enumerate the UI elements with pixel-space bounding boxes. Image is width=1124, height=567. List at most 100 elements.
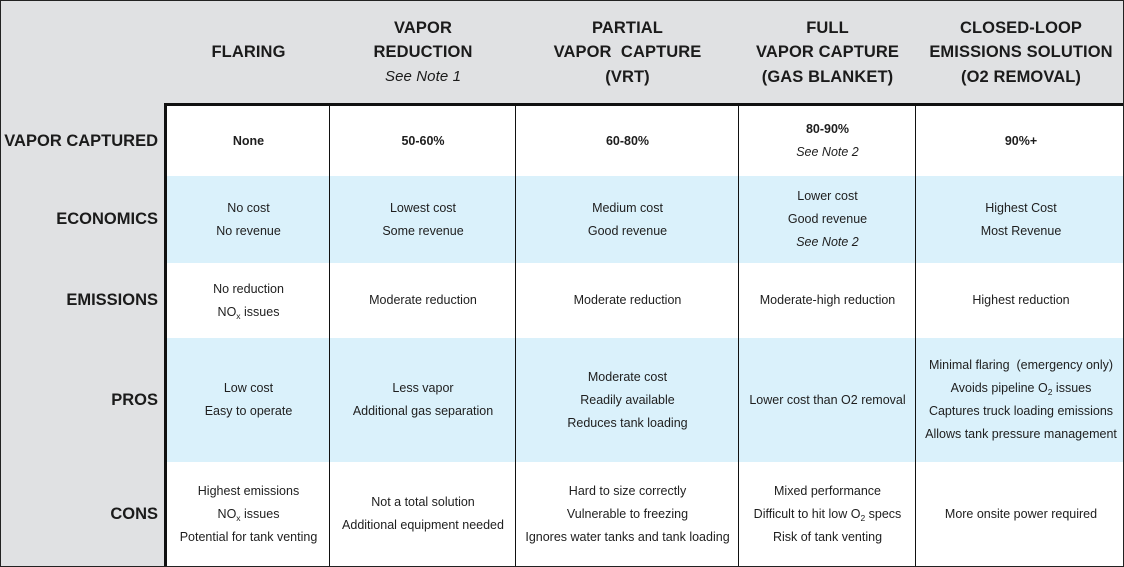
- cell-line: Mixed performance: [774, 480, 881, 503]
- cell-text: See Note 2: [796, 145, 859, 159]
- cell-line: Good revenue: [788, 208, 867, 231]
- cell-text: Vulnerable to freezing: [566, 506, 689, 521]
- subscript: 2: [860, 512, 866, 523]
- cell-text: Medium cost: [592, 200, 663, 215]
- cell-line: Good revenue: [588, 220, 667, 243]
- cell-line: Most Revenue: [981, 220, 1062, 243]
- column-header-vapor-reduction: VAPOR REDUCTION See Note 1: [330, 1, 516, 104]
- cell-line: NOx issues: [218, 503, 280, 526]
- cell-line: Readily available: [580, 389, 675, 412]
- table-cell-closed-loop: Minimal flaring (emergency only) Avoids p…: [916, 338, 1124, 462]
- row-label-pros: PROS: [111, 390, 158, 409]
- cell-line: Lowest cost: [390, 197, 456, 220]
- table-cell-partial-vapor-capture: Moderate cost Readily available Reduces ta…: [516, 338, 739, 462]
- cell-line: Avoids pipeline O2 issues: [951, 377, 1092, 400]
- cell-text: Low cost: [223, 381, 274, 395]
- cell-line: Less vapor: [392, 377, 453, 400]
- table-cell-vapor-reduction: Not a total solution Additional equipment…: [330, 462, 516, 566]
- row-label-emissions: EMISSIONS: [66, 291, 158, 309]
- cell-text: Avoids pipeline O: [950, 381, 1048, 395]
- cell-line: Some revenue: [382, 220, 463, 243]
- cell-line: Minimal flaring (emergency only): [929, 354, 1113, 377]
- column-header-full-vapor-capture: FULL VAPOR CAPTURE (GAS BLANKET): [739, 1, 916, 104]
- cell-line: Lower cost than O2 removal: [749, 389, 905, 412]
- cell-line: Vulnerable to freezing: [567, 503, 688, 526]
- column-header-line: (O2 REMOVAL): [960, 67, 1082, 86]
- table-cell-closed-loop: Highest reduction: [916, 263, 1124, 338]
- table-cell-flaring: No reduction NOx issues: [167, 263, 330, 338]
- subscript: x: [236, 310, 241, 321]
- table-body: None 50-60% 60-80% 80-90% See Note 2 90%+ No c…: [164, 103, 1123, 566]
- cell-line: Potential for tank venting: [180, 526, 318, 549]
- column-header-line: VAPOR: [394, 18, 452, 37]
- cell-line: 80-90%: [806, 118, 849, 141]
- cell-text: Mixed performance: [774, 483, 881, 498]
- cell-text: Moderate reduction: [369, 293, 477, 307]
- cell-text: Additional gas separation: [352, 404, 494, 418]
- row-label-economics: ECONOMICS: [56, 210, 158, 228]
- cell-line: Captures truck loading emissions: [929, 400, 1113, 423]
- cell-line: Highest Cost: [985, 197, 1057, 220]
- cell-text: Lower cost than O2 removal: [749, 392, 906, 407]
- cell-text: Lower cost: [797, 189, 858, 203]
- cell-line: Not a total solution: [371, 491, 475, 514]
- cell-line: Hard to size correctly: [569, 480, 686, 503]
- cell-line: Difficult to hit low O2 specs: [754, 503, 902, 526]
- cell-line: Moderate cost: [588, 366, 667, 389]
- cell-line: Highest emissions: [198, 480, 299, 503]
- table-row: Highest emissions NOx issues Potential for…: [167, 462, 1123, 566]
- cell-line: Lower cost: [797, 185, 857, 208]
- cell-text: Some revenue: [382, 223, 464, 238]
- table-cell-flaring: None: [167, 106, 330, 176]
- subscript: 2: [1047, 387, 1053, 397]
- column-header-line: FLARING: [211, 43, 286, 62]
- cell-line: NOx issues: [218, 301, 280, 324]
- cell-text: 80-90%: [805, 122, 850, 136]
- table-cell-flaring: Highest emissions NOx issues Potential for…: [167, 462, 330, 566]
- cell-text: 90%+: [1004, 133, 1038, 148]
- table-cell-closed-loop: 90%+: [916, 106, 1124, 176]
- table-cell-full-vapor-capture: Lower cost than O2 removal: [739, 338, 916, 462]
- cell-text: Potential for tank venting: [179, 529, 318, 544]
- cell-text: No revenue: [216, 223, 281, 238]
- cell-text: Easy to operate: [204, 404, 293, 418]
- cell-line: No reduction: [213, 278, 284, 301]
- column-header-closed-loop: CLOSED-LOOP EMISSIONS SOLUTION (O2 REMOVAL…: [916, 1, 1124, 104]
- table-cell-vapor-reduction: Moderate reduction: [330, 263, 516, 338]
- cell-text: 50-60%: [401, 133, 445, 148]
- cell-line: Medium cost: [592, 197, 663, 220]
- table-cell-partial-vapor-capture: Moderate reduction: [516, 263, 739, 338]
- cell-line: Highest reduction: [972, 289, 1069, 312]
- table-cell-full-vapor-capture: Mixed performance Difficult to hit low O2…: [739, 462, 916, 566]
- table-cell-partial-vapor-capture: Hard to size correctly Vulnerable to free…: [516, 462, 739, 566]
- cell-text: specs: [865, 506, 902, 521]
- cell-text: Less vapor: [392, 381, 454, 395]
- cell-line: Additional equipment needed: [342, 514, 504, 537]
- column-divider: [329, 106, 330, 566]
- cell-text: Difficult to hit low O: [753, 506, 861, 521]
- column-header-line: (GAS BLANKET): [761, 67, 894, 86]
- column-header-flaring: FLARING: [167, 1, 330, 104]
- table-row: None 50-60% 60-80% 80-90% See Note 2 90%+: [167, 106, 1123, 176]
- cell-text: Moderate cost: [587, 369, 668, 384]
- cell-text: Allows tank pressure management: [925, 427, 1117, 441]
- column-header-note: See Note 1: [384, 67, 462, 85]
- column-header-row: FLARING VAPOR REDUCTION See Note 1 PARTIAL VA…: [1, 1, 1123, 104]
- column-divider: [915, 106, 916, 566]
- cell-text: Highest emissions: [197, 483, 300, 498]
- cell-line: Allows tank pressure management: [925, 423, 1117, 446]
- cell-line: See Note 2: [796, 231, 859, 254]
- column-header-line: VAPOR CAPTURE: [553, 43, 702, 62]
- cell-text: More onsite power required: [944, 506, 1098, 521]
- cell-line: No revenue: [216, 220, 281, 243]
- cell-text: Minimal flaring (emergency only): [928, 358, 1114, 372]
- column-header-line: (VRT): [605, 67, 650, 86]
- cell-line: Easy to operate: [205, 400, 293, 423]
- cell-text: Good revenue: [787, 212, 868, 226]
- table-cell-flaring: Low cost Easy to operate: [167, 338, 330, 462]
- cell-text: None: [232, 133, 265, 148]
- cell-line: Moderate reduction: [369, 289, 477, 312]
- row-label-column: VAPOR CAPTURED ECONOMICS EMISSIONS PROS CONS: [1, 104, 164, 566]
- row-label-vapor-captured: VAPOR CAPTURED: [4, 131, 158, 150]
- column-header-line: EMISSIONS SOLUTION: [929, 43, 1113, 62]
